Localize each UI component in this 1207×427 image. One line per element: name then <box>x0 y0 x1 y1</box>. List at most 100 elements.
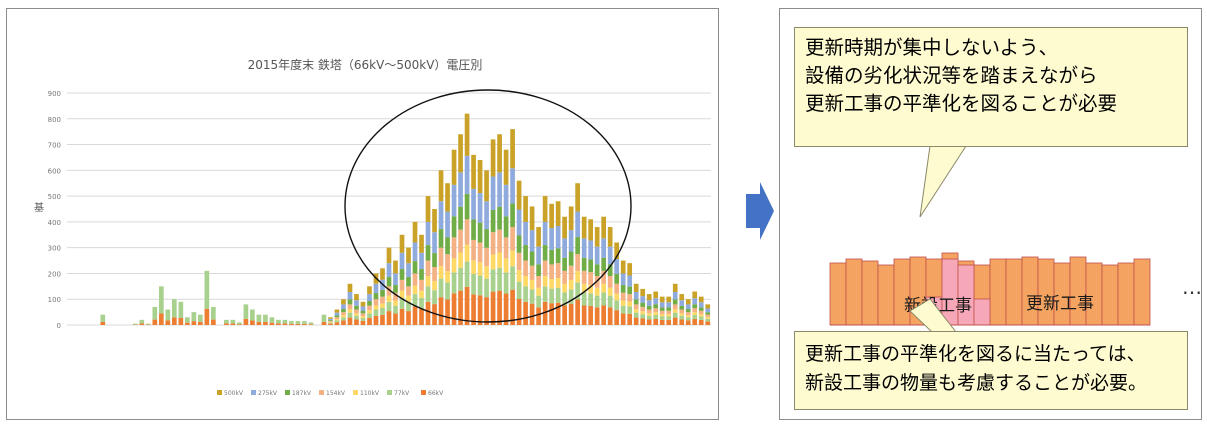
legend-swatch <box>353 390 358 395</box>
bar-segment <box>627 294 633 302</box>
bar-segment <box>627 275 633 287</box>
bar-segment <box>477 160 483 194</box>
bar-segment <box>490 291 496 325</box>
bar-segment <box>620 305 626 314</box>
bar-segment <box>685 312 691 316</box>
bar-segment <box>549 203 554 229</box>
bar-segment <box>607 307 613 325</box>
bar-segment <box>347 312 353 318</box>
bar-segment <box>432 232 437 254</box>
bar-segment <box>510 227 515 251</box>
bar-segment <box>614 273 620 284</box>
bar-segment <box>503 258 509 273</box>
bar-segment <box>295 323 301 325</box>
bar-segment <box>178 301 184 319</box>
bar-segment <box>685 315 691 318</box>
bar-segment <box>471 188 476 220</box>
bar-segment <box>666 314 672 317</box>
bar-segment <box>100 314 106 322</box>
bar-segment <box>393 285 398 293</box>
bar-segment <box>256 314 262 322</box>
chart-y-ticks: 0 100 200 300 400 500 600 700 800 900 <box>48 90 61 330</box>
bar-segment <box>627 263 633 276</box>
bar-segment <box>438 201 444 230</box>
bar-segment <box>204 270 210 309</box>
bar-segment <box>432 280 437 291</box>
bar-segment <box>419 269 424 280</box>
legend-label: 77kV <box>394 390 410 397</box>
bar-segment <box>328 320 333 322</box>
bar-segment <box>328 321 333 323</box>
bar-segment <box>659 310 665 315</box>
bar-segment <box>158 286 164 314</box>
bar-segment <box>588 240 593 260</box>
bar-segment <box>477 295 483 325</box>
bar-segment <box>705 321 711 325</box>
bar-segment <box>640 288 646 297</box>
bar-segment <box>640 302 646 307</box>
bar-segment <box>445 183 450 212</box>
bar-segment <box>523 260 528 277</box>
bar-segment <box>529 303 535 325</box>
bar-segment <box>588 284 593 294</box>
bar-segment <box>620 313 626 325</box>
bar-segment <box>354 315 359 320</box>
bar-segment <box>562 216 567 239</box>
bar-segment <box>484 247 489 267</box>
bar-segment <box>685 320 691 325</box>
bar-segment <box>633 317 639 325</box>
bar-segment <box>562 305 567 325</box>
legend-label: 110kV <box>360 390 380 397</box>
bar-segment <box>347 292 353 300</box>
bar-segment <box>464 219 470 245</box>
bar-segment <box>672 283 678 293</box>
bar-segment <box>432 209 437 233</box>
bar-segment <box>393 260 398 274</box>
bar-segment <box>575 299 580 325</box>
top-callout-line-3: 更新工事の平準化を図ることが必要 <box>805 92 1118 115</box>
bar-segment <box>419 234 424 253</box>
bar-segment <box>328 318 333 321</box>
bar-segment <box>516 281 522 300</box>
bar-segment <box>503 184 509 217</box>
bar-segment <box>536 276 541 288</box>
bar-segment <box>692 312 698 315</box>
bar-segment <box>425 196 431 222</box>
highlight-ellipse <box>344 89 632 323</box>
bar-segment <box>464 261 470 287</box>
bar-segment <box>536 307 541 325</box>
bar-segment <box>100 321 106 325</box>
bar-segment <box>614 300 620 311</box>
chart-legend: 500kV 275kV 187kV 154kV 110kV 77kV 66kV <box>217 390 444 397</box>
bar-segment <box>380 268 385 280</box>
bar-segment <box>594 264 600 277</box>
bar-segment <box>380 289 385 297</box>
bottom-callout-line-2: 新設工事の物量も考慮することが必要。 <box>805 372 1148 394</box>
bar-segment <box>666 307 672 311</box>
bar-segment <box>497 134 502 173</box>
bar-segment <box>529 265 535 280</box>
bar-segment <box>269 317 275 323</box>
bar-segment <box>601 283 606 293</box>
bar-segment <box>679 309 685 314</box>
bar-segment <box>620 285 626 293</box>
bar-segment <box>542 301 548 325</box>
bar-segment <box>484 278 489 298</box>
bar-segment <box>516 209 522 236</box>
bar-segment <box>503 272 509 294</box>
bar-segment <box>581 305 587 325</box>
bar-segment <box>347 283 353 293</box>
bar-segment <box>341 312 346 316</box>
bar-segment <box>614 310 620 325</box>
bar-segment <box>627 306 633 314</box>
bar-segment <box>334 315 340 318</box>
bar-segment <box>672 292 678 300</box>
bar-segment <box>516 180 522 210</box>
bar-segment <box>536 246 541 265</box>
bar-segment <box>367 286 372 295</box>
y-tick-label: 900 <box>48 90 61 98</box>
bar-segment <box>464 193 470 220</box>
bar-segment <box>165 309 171 321</box>
bar-segment <box>477 262 483 276</box>
bar-segment <box>237 324 242 325</box>
